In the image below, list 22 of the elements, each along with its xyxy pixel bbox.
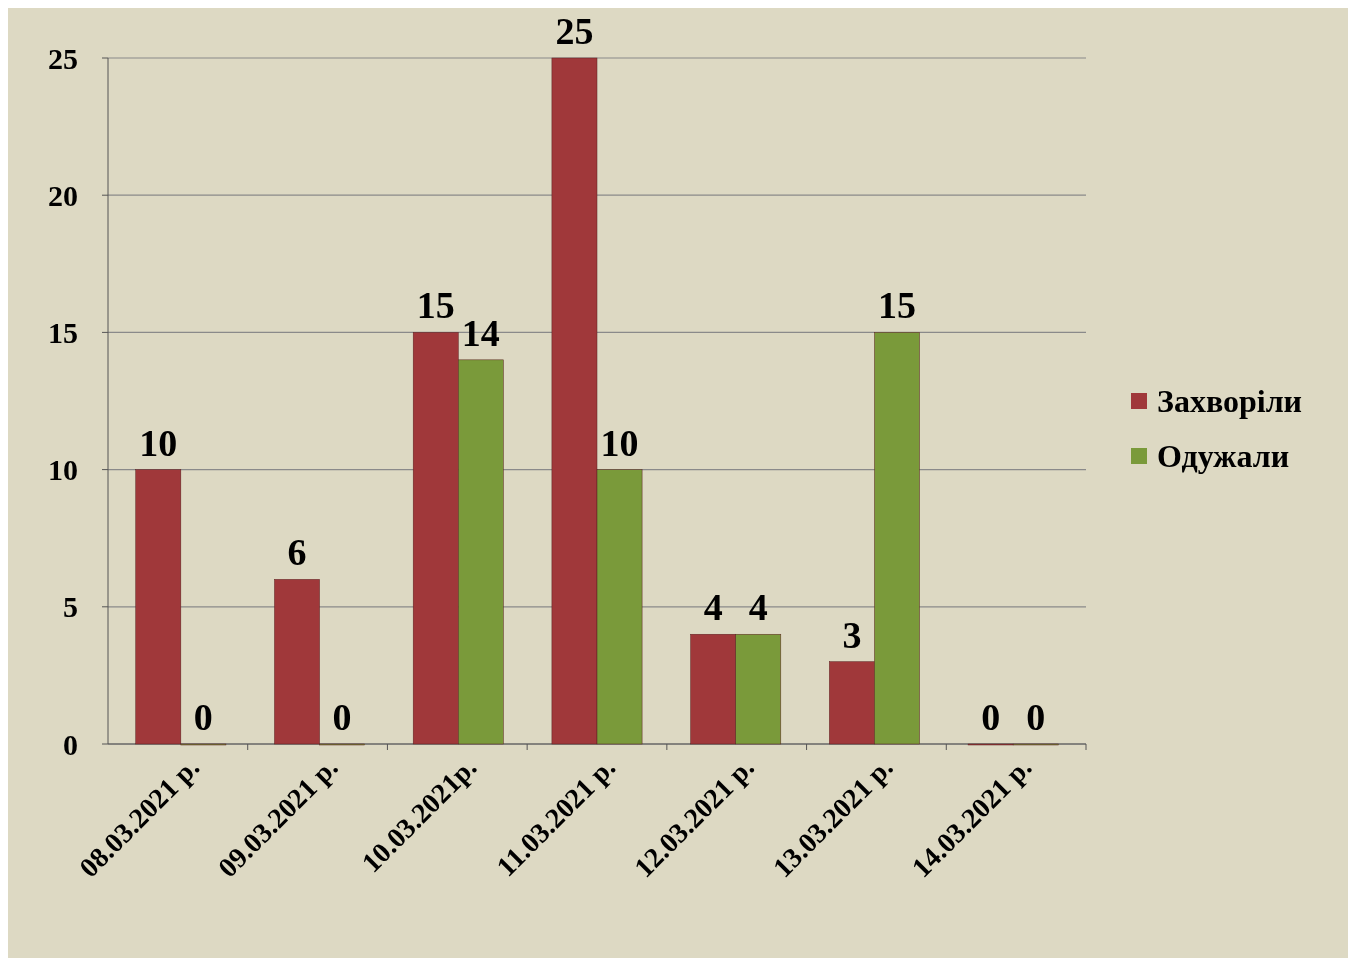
data-label: 10 [600, 421, 639, 464]
y-tick-label: 20 [48, 178, 78, 212]
data-label: 14 [461, 311, 500, 354]
data-label: 4 [703, 586, 723, 629]
data-label: 0 [332, 696, 352, 738]
data-label: 0 [193, 696, 213, 738]
data-label: 4 [748, 586, 768, 629]
data-label: 0 [1026, 696, 1046, 738]
data-label: 15 [416, 284, 455, 327]
y-tick-label: 15 [48, 315, 78, 349]
y-tick-label: 0 [63, 727, 78, 761]
data-label: 6 [287, 531, 307, 574]
data-label: 25 [555, 10, 594, 52]
legend-label: Захворіли [1157, 383, 1303, 420]
data-label: 10 [139, 421, 178, 464]
y-tick-label: 5 [63, 590, 78, 624]
data-label: 0 [981, 696, 1001, 738]
data-label: 3 [842, 613, 862, 656]
data-label: 15 [877, 284, 916, 327]
y-tick-label: 25 [48, 41, 78, 75]
y-tick-label: 10 [48, 453, 78, 487]
legend-label: Одужали [1157, 438, 1290, 475]
